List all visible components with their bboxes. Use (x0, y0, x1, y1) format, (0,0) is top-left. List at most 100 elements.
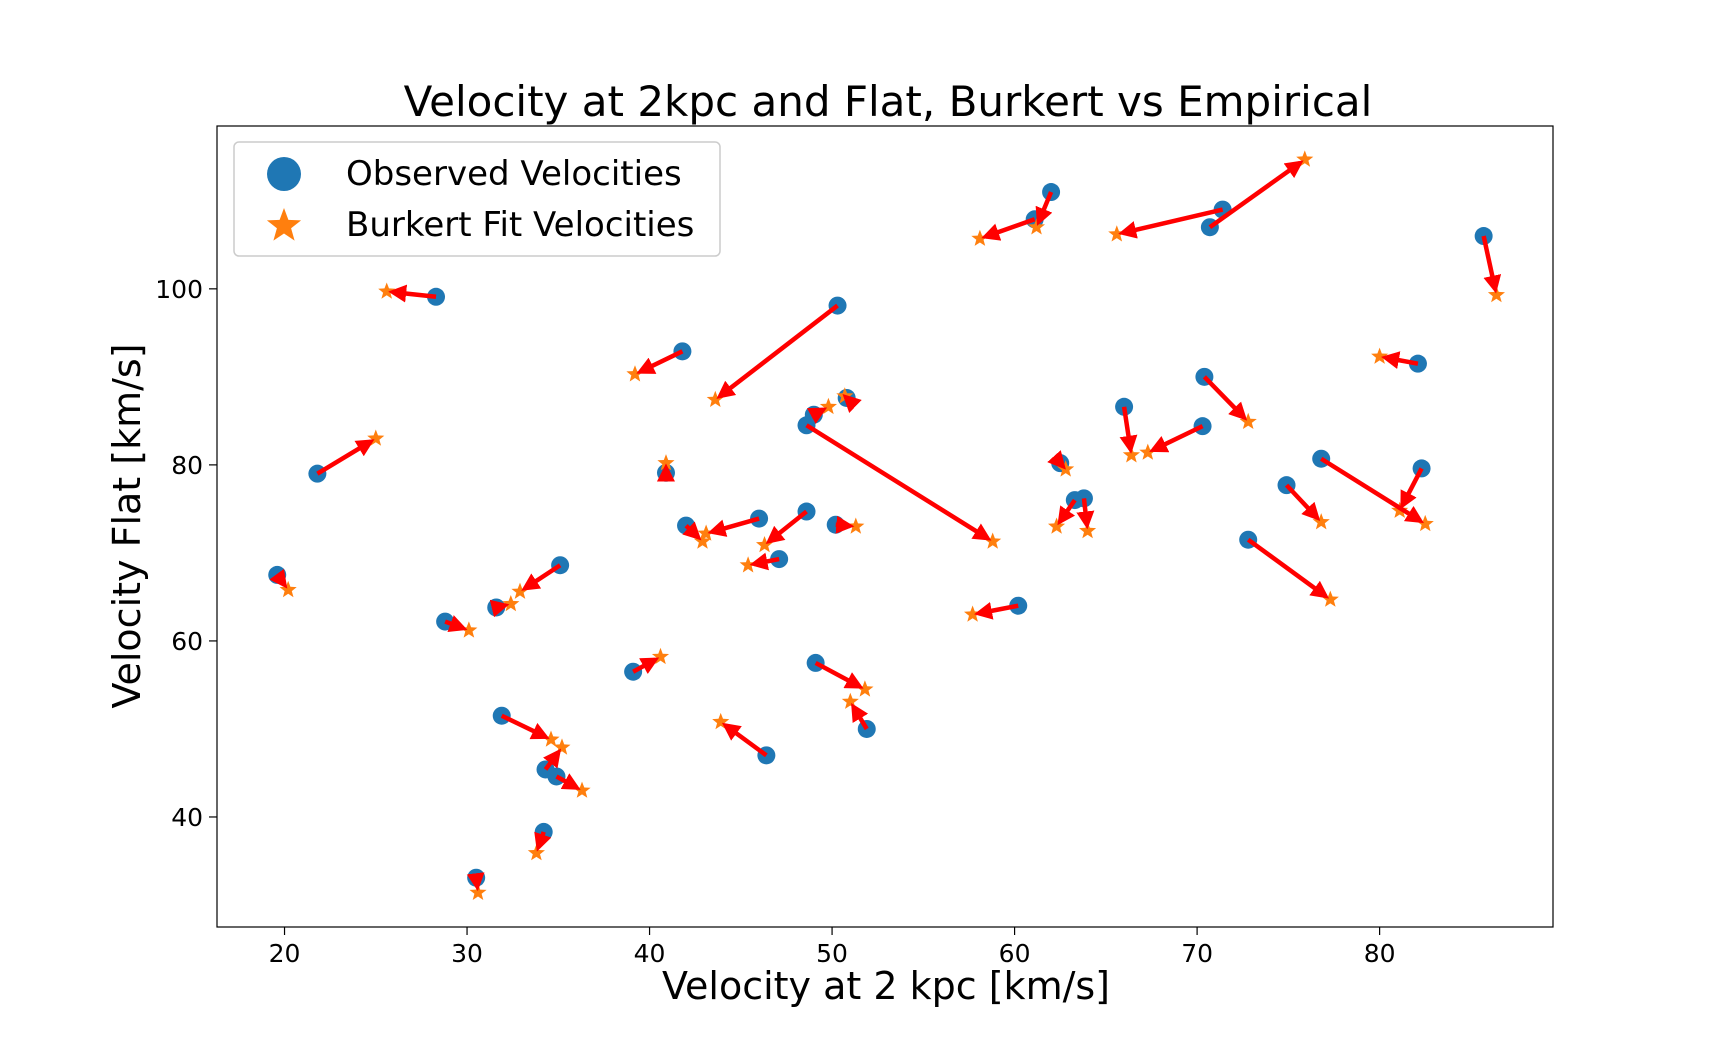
displacement-arrow (1208, 160, 1304, 230)
displacement-arrow (388, 284, 437, 303)
x-tick-label: 70 (1181, 939, 1213, 968)
displacement-arrow (636, 349, 684, 374)
displacement-arrow (749, 552, 780, 571)
y-axis-label: Velocity Flat [km/s] (105, 343, 149, 708)
displacement-arrow (842, 393, 862, 413)
x-axis-label: Velocity at 2 kpc [km/s] (662, 964, 1110, 1008)
displacement-arrow (1246, 537, 1330, 599)
fit-point (1296, 150, 1314, 167)
displacement-arrow (489, 599, 510, 618)
displacement-arrow (500, 713, 550, 740)
fit-point (712, 712, 730, 730)
fit-point (841, 692, 859, 709)
fit-point (1048, 517, 1066, 534)
displacement-arrow (1076, 498, 1095, 530)
legend-fit-marker (266, 208, 302, 241)
displacement-arrow (805, 423, 992, 541)
displacement-arrow (269, 568, 288, 589)
x-tick-label: 30 (451, 939, 483, 968)
displacement-arrow (1035, 191, 1054, 226)
displacement-arrow (1400, 467, 1424, 510)
legend-fit-label: Burkert Fit Velocities (346, 205, 694, 245)
fit-point (1139, 443, 1157, 460)
fit-point (819, 397, 837, 415)
fit-point (511, 582, 529, 599)
chart-title: Velocity at 2kpc and Flat, Burkert vs Em… (404, 77, 1373, 126)
displacement-arrow (1381, 351, 1419, 369)
displacement-arrow (1202, 375, 1248, 421)
displacement-arrow (851, 702, 869, 731)
legend-frame (233, 141, 721, 257)
fit-point (856, 680, 874, 697)
y-tick-label: 100 (155, 275, 203, 304)
displacement-arrow (1047, 450, 1066, 470)
x-tick-label: 20 (269, 939, 301, 968)
axes: 20 30 40 50 60 70 80 40 60 80 100 (155, 125, 1554, 968)
fit-point (1487, 286, 1505, 303)
displacement-arrow (1284, 483, 1321, 522)
fit-point (279, 580, 297, 598)
displacement-arrow (534, 831, 552, 852)
fit-point (527, 844, 545, 861)
y-tick-label: 40 (171, 803, 203, 832)
displacement-arrow (974, 601, 1019, 620)
y-tick-label: 60 (171, 627, 203, 656)
displacement-arrow (316, 439, 375, 476)
fit-point (1371, 347, 1389, 364)
fit-point (1321, 590, 1339, 607)
displacement-arrow (466, 872, 485, 892)
fit-point (1122, 446, 1140, 463)
displacement-arrow (521, 563, 562, 591)
displacement-arrow (981, 217, 1036, 241)
displacement-arrow (835, 515, 855, 534)
displacement-arrow (814, 660, 864, 689)
x-tick-label: 80 (1364, 939, 1396, 968)
fit-point (651, 647, 670, 665)
displacement-arrow (716, 303, 839, 399)
fit-point (367, 429, 385, 446)
fit-point (984, 532, 1002, 549)
displacement-arrow (721, 722, 768, 758)
fit-point (847, 517, 865, 534)
displacement-arrow (806, 407, 828, 425)
fit-point (739, 556, 757, 573)
displacement-arrow (1481, 235, 1502, 294)
fit-point (657, 454, 675, 471)
fit-point (1312, 513, 1330, 530)
fit-point (378, 282, 396, 299)
fit-point (1239, 412, 1257, 429)
displacement-arrow (555, 773, 581, 790)
displacement-arrow (1057, 498, 1077, 526)
fit-point (469, 883, 487, 900)
fit-point (626, 365, 644, 382)
fit-point (553, 738, 571, 755)
displacement-arrow (444, 615, 468, 633)
fit-point (706, 390, 724, 407)
legend-observed-marker (267, 157, 301, 191)
x-tick-label: 60 (999, 939, 1031, 968)
plot-frame (216, 125, 1554, 928)
legend: Observed Velocities Burkert Fit Velociti… (233, 141, 721, 257)
displacement-arrow (1149, 424, 1204, 453)
y-tick-label: 80 (171, 451, 203, 480)
displacement-arrow (765, 509, 808, 545)
plot-area (268, 150, 1505, 900)
displacement-arrow (1119, 406, 1138, 454)
fit-point (1027, 218, 1045, 235)
fit-point (460, 621, 478, 638)
displacement-arrow (1118, 207, 1224, 239)
fit-point (1079, 521, 1097, 539)
fit-point (964, 605, 982, 622)
fit-point (697, 524, 715, 541)
fit-point (542, 730, 560, 747)
fit-point (502, 595, 520, 612)
fit-point (693, 532, 711, 549)
displacement-arrow (543, 748, 562, 771)
fit-point (756, 536, 774, 553)
displacement-arrow (632, 657, 660, 675)
fit-point (971, 229, 989, 246)
x-tick-label: 40 (634, 939, 666, 968)
displacement-arrow (707, 516, 760, 537)
